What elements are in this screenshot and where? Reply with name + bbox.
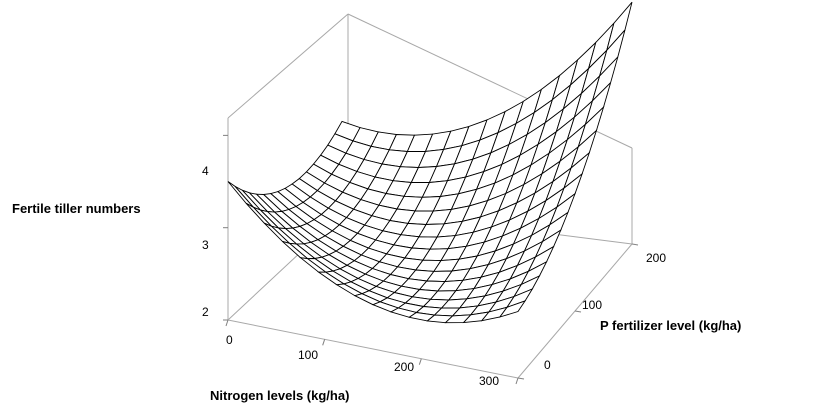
z-tick-label-2: 2 <box>202 305 209 319</box>
x-tick-label-0: 0 <box>226 333 233 347</box>
y-axis-title: P fertilizer level (kg/ha) <box>600 318 741 333</box>
surface-mesh <box>227 1 633 324</box>
x-tick-label-300: 300 <box>479 374 499 388</box>
box-edge-top-left <box>227 13 349 119</box>
x-tick-mark <box>322 339 326 346</box>
z-tick-label-4: 4 <box>202 164 209 178</box>
y-tick-label-200: 200 <box>646 251 666 265</box>
x-tick-mark <box>418 358 422 365</box>
tick-marks <box>223 134 639 385</box>
z-tick-label-3: 3 <box>202 238 209 252</box>
x-tick-label-100: 100 <box>298 348 318 362</box>
x-tick-mark <box>225 319 229 327</box>
z-axis-title: Fertile tiller numbers <box>12 201 141 216</box>
y-tick-mark <box>574 310 582 313</box>
x-tick-mark <box>515 377 519 385</box>
surface-cell <box>498 300 527 318</box>
box-edge-floor-front <box>227 319 519 379</box>
y-tick-mark <box>517 377 525 380</box>
x-axis-title: Nitrogen levels (kg/ha) <box>210 388 349 403</box>
y-tick-label-100: 100 <box>582 298 602 312</box>
x-tick-label-200: 200 <box>394 360 414 374</box>
y-tick-label-0: 0 <box>544 358 551 372</box>
y-tick-mark <box>631 243 639 246</box>
